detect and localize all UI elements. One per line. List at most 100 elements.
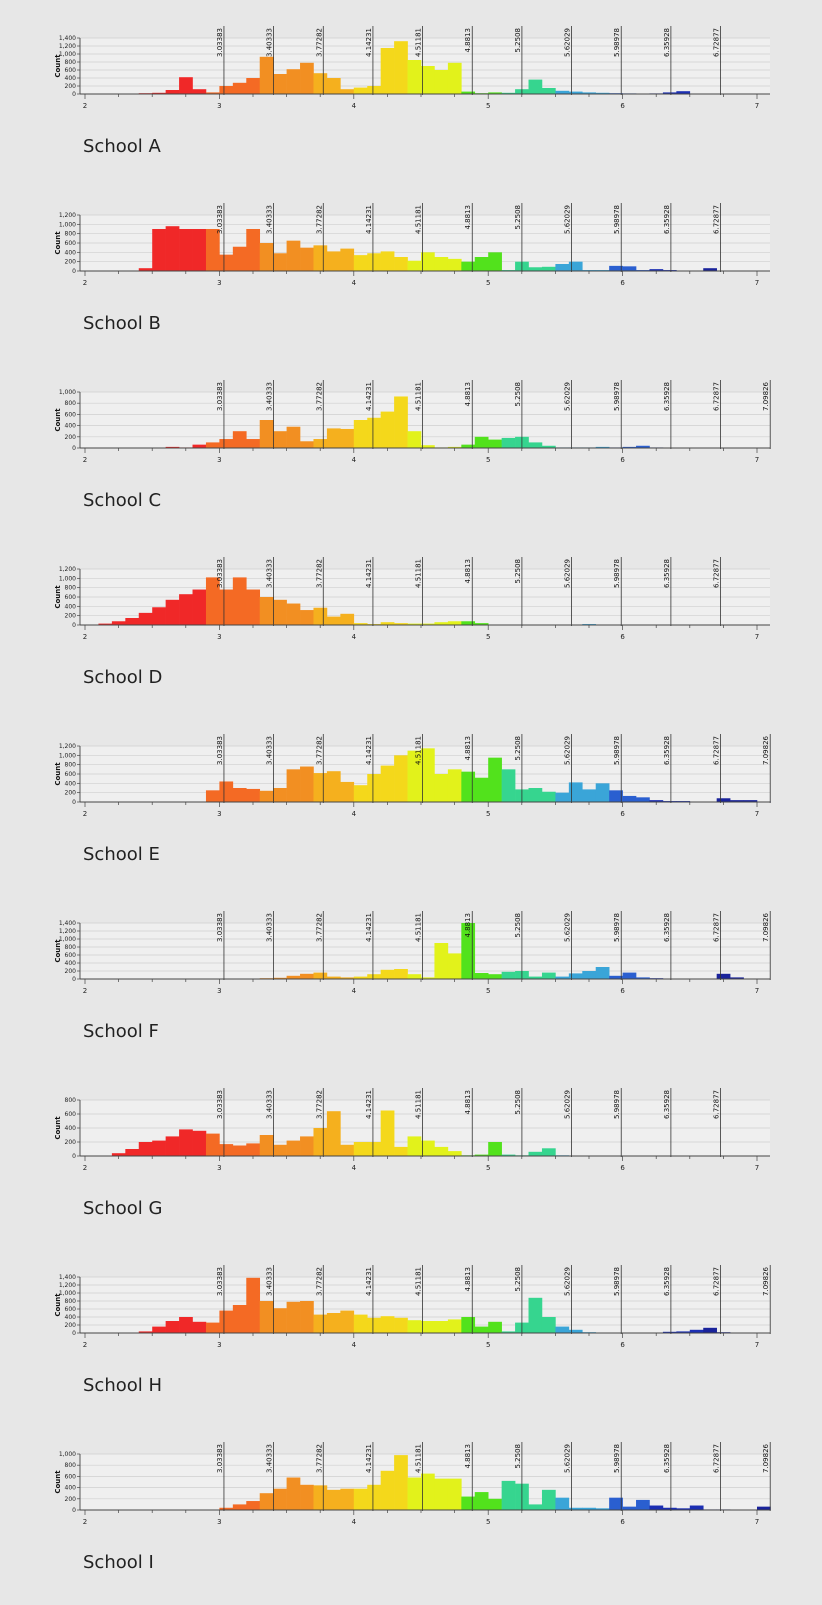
histogram-bar xyxy=(636,1499,650,1510)
histogram-bar xyxy=(192,589,207,625)
histogram-bar xyxy=(138,268,153,271)
histogram-bar xyxy=(340,1310,355,1333)
reference-line-label: 6.35928 xyxy=(663,913,671,942)
chart-panel: 3.03383 3.40333 3.77282 4.14231 4.51181 4.881… xyxy=(0,726,822,896)
x-tick-label: 3 xyxy=(217,1164,221,1172)
y-axis-title: Count xyxy=(54,762,62,786)
histogram-bar xyxy=(501,1331,516,1333)
y-tick-label: 800 xyxy=(65,400,77,407)
histogram-bar xyxy=(300,1301,314,1333)
x-tick-label: 4 xyxy=(352,1164,357,1172)
y-tick-label: 1,200 xyxy=(59,1282,76,1289)
reference-line-label: 5.98978 xyxy=(613,736,621,765)
histogram-bar xyxy=(125,1149,140,1156)
histogram-bar xyxy=(447,1478,462,1510)
histogram-bar xyxy=(609,265,623,271)
histogram-bar xyxy=(447,621,462,625)
histogram-bar xyxy=(273,977,287,979)
histogram-bar xyxy=(528,976,543,979)
histogram-bar xyxy=(421,623,435,625)
histogram-bar xyxy=(232,1504,247,1510)
histogram-bar xyxy=(219,589,234,625)
histogram-bar xyxy=(501,1480,516,1510)
histogram-bar xyxy=(407,974,422,979)
reference-line-label: 4.51181 xyxy=(415,1444,423,1473)
histogram-bar xyxy=(192,1321,207,1333)
histogram-bar xyxy=(380,1110,395,1156)
histogram-bar xyxy=(716,798,731,802)
histogram-bar xyxy=(488,974,502,979)
y-tick-label: 600 xyxy=(65,1306,77,1313)
y-tick-label: 400 xyxy=(65,423,77,430)
histogram-bar xyxy=(273,431,287,448)
histogram-bar xyxy=(501,270,516,271)
reference-line-label: 4.51181 xyxy=(415,1267,423,1296)
reference-line-label: 6.72877 xyxy=(713,28,721,57)
reference-line-label: 5.2508 xyxy=(514,1090,522,1115)
reference-line-label: 5.2508 xyxy=(514,382,522,407)
histogram-bar xyxy=(326,1489,341,1510)
histogram-bar xyxy=(407,1320,422,1333)
histogram-bar xyxy=(353,976,368,979)
chart-panel: 3.03383 3.40333 3.77282 4.14231 4.51181 4.881… xyxy=(0,1434,822,1604)
histogram-bar xyxy=(165,446,180,448)
histogram-bar xyxy=(259,1301,274,1333)
histogram-bar xyxy=(205,1322,220,1333)
reference-line-label: 6.35928 xyxy=(663,559,671,588)
y-tick-label: 400 xyxy=(65,75,77,82)
histogram-bar xyxy=(501,437,516,448)
histogram-bar xyxy=(340,1144,355,1156)
histogram-bar xyxy=(246,439,261,448)
y-tick-label: 800 xyxy=(65,231,77,238)
plot-area xyxy=(80,392,770,448)
histogram-bar xyxy=(474,623,489,625)
histogram-bar xyxy=(461,1317,476,1333)
reference-line-label: 5.62029 xyxy=(564,382,572,411)
reference-line-label: 3.03383 xyxy=(216,1267,224,1296)
histogram-bar xyxy=(273,788,287,802)
histogram-bar xyxy=(205,790,220,802)
histogram-bar xyxy=(730,800,744,802)
reference-line-label: 4.8813 xyxy=(464,205,472,230)
histogram-bar xyxy=(662,270,677,271)
histogram-bar xyxy=(555,264,570,271)
histogram-bar xyxy=(488,1321,502,1333)
histogram-bar xyxy=(636,797,650,802)
reference-line-label: 7.09826 xyxy=(762,381,770,410)
x-tick-label: 2 xyxy=(83,1341,87,1349)
histogram-bar xyxy=(205,229,220,271)
reference-line-label: 4.51181 xyxy=(415,1090,423,1119)
histogram-bar xyxy=(568,973,583,979)
histogram-bar xyxy=(152,1326,166,1333)
school-label: School I xyxy=(83,1552,154,1573)
y-tick-label: 1,000 xyxy=(59,1451,76,1458)
histogram-bar xyxy=(367,1317,381,1333)
x-tick-label: 3 xyxy=(217,633,221,641)
y-tick-label: 400 xyxy=(65,780,77,787)
histogram-bar xyxy=(541,266,556,271)
x-tick-label: 3 xyxy=(217,102,221,110)
reference-line-label: 3.03383 xyxy=(216,382,224,411)
histogram-bar xyxy=(273,1308,287,1333)
histogram-bar xyxy=(326,78,341,94)
y-tick-label: 200 xyxy=(65,613,77,620)
y-axis-title: Count xyxy=(54,1293,62,1317)
histogram-bar xyxy=(595,1508,610,1510)
histogram-bar xyxy=(541,445,556,448)
x-tick-label: 3 xyxy=(217,1518,221,1526)
y-tick-label: 0 xyxy=(72,1153,76,1160)
y-tick-label: 800 xyxy=(65,1097,77,1104)
y-axis-title: Count xyxy=(54,939,62,963)
reference-line-label: 4.14231 xyxy=(365,1090,373,1119)
histogram-svg: 3.03383 3.40333 3.77282 4.14231 4.51181 4.881… xyxy=(54,557,770,641)
histogram-bar xyxy=(474,973,489,979)
histogram-bar xyxy=(568,782,583,802)
histogram-bar xyxy=(434,622,449,625)
histogram-bar xyxy=(501,971,516,979)
histogram-bar xyxy=(246,788,261,802)
y-axis-title: Count xyxy=(54,54,62,78)
chart-panel: 3.03383 3.40333 3.77282 4.14231 4.51181 4.881… xyxy=(0,372,822,542)
reference-line-label: 4.14231 xyxy=(365,1444,373,1473)
y-tick-label: 800 xyxy=(65,59,77,66)
histogram-bar xyxy=(380,1316,395,1333)
